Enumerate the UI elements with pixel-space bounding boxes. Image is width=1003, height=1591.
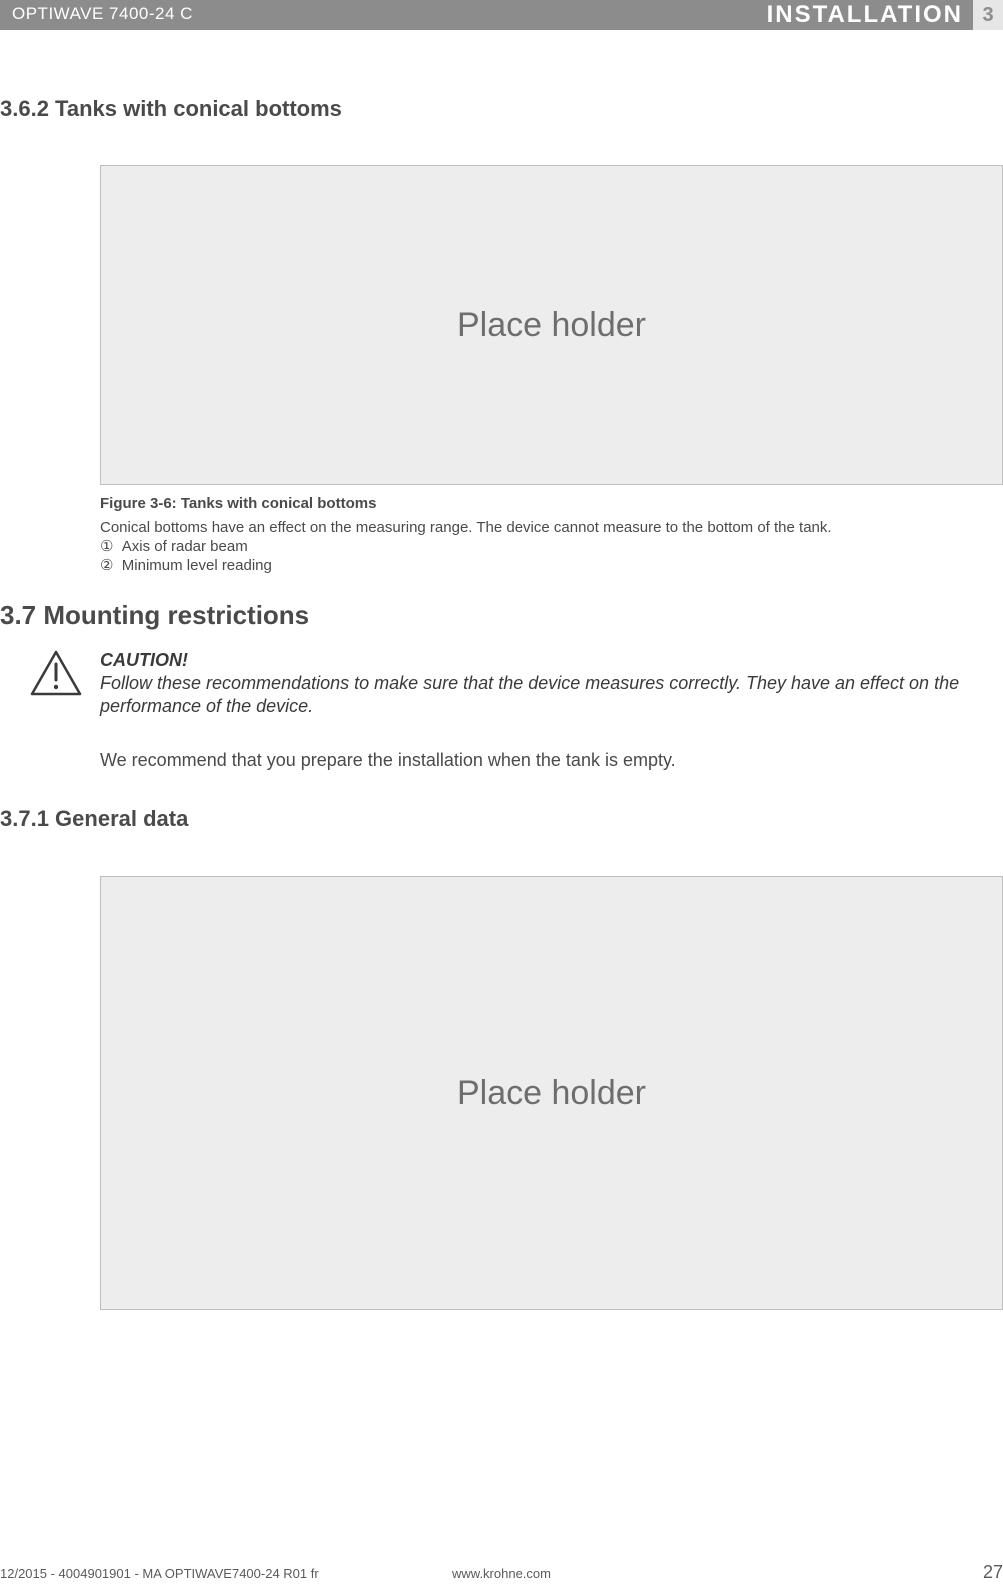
figure-3-6-caption-title: Figure 3-6: Tanks with conical bottoms (100, 495, 376, 512)
product-name: OPTIWAVE 7400-24 C (12, 4, 193, 24)
footer-page-number: 27 (983, 1562, 1003, 1583)
header-bar: OPTIWAVE 7400-24 C INSTALLATION 3 (0, 0, 1003, 30)
placeholder-label: Place holder (457, 306, 646, 345)
page: OPTIWAVE 7400-24 C INSTALLATION 3 3.6.2 … (0, 0, 1003, 1591)
item-text-2: Minimum level reading (122, 557, 272, 574)
figure-3-7-placeholder: Place holder (100, 876, 1003, 1310)
item-marker-2: ② (100, 557, 113, 574)
caution-body: Follow these recommendations to make sur… (100, 672, 980, 719)
placeholder-label-2: Place holder (457, 1074, 646, 1113)
heading-3-7-1: 3.7.1 General data (0, 806, 188, 832)
footer-center: www.krohne.com (0, 1566, 1003, 1581)
figure-3-6-caption-body: Conical bottoms have an effect on the me… (100, 518, 1000, 538)
heading-3-7: 3.7 Mounting restrictions (0, 600, 309, 631)
caution-icon (30, 650, 82, 701)
chapter-title: INSTALLATION (767, 0, 963, 30)
figure-3-6-item-2: ② Minimum level reading (100, 556, 272, 576)
recommendation-text: We recommend that you prepare the instal… (100, 750, 676, 771)
caution-label: CAUTION! (100, 650, 188, 671)
item-marker-1: ① (100, 538, 113, 555)
heading-3-6-2: 3.6.2 Tanks with conical bottoms (0, 96, 342, 122)
chapter-number-box: 3 (973, 0, 1003, 30)
item-text-1: Axis of radar beam (122, 538, 248, 555)
figure-3-6-placeholder: Place holder (100, 165, 1003, 485)
figure-3-6-item-1: ① Axis of radar beam (100, 537, 248, 557)
